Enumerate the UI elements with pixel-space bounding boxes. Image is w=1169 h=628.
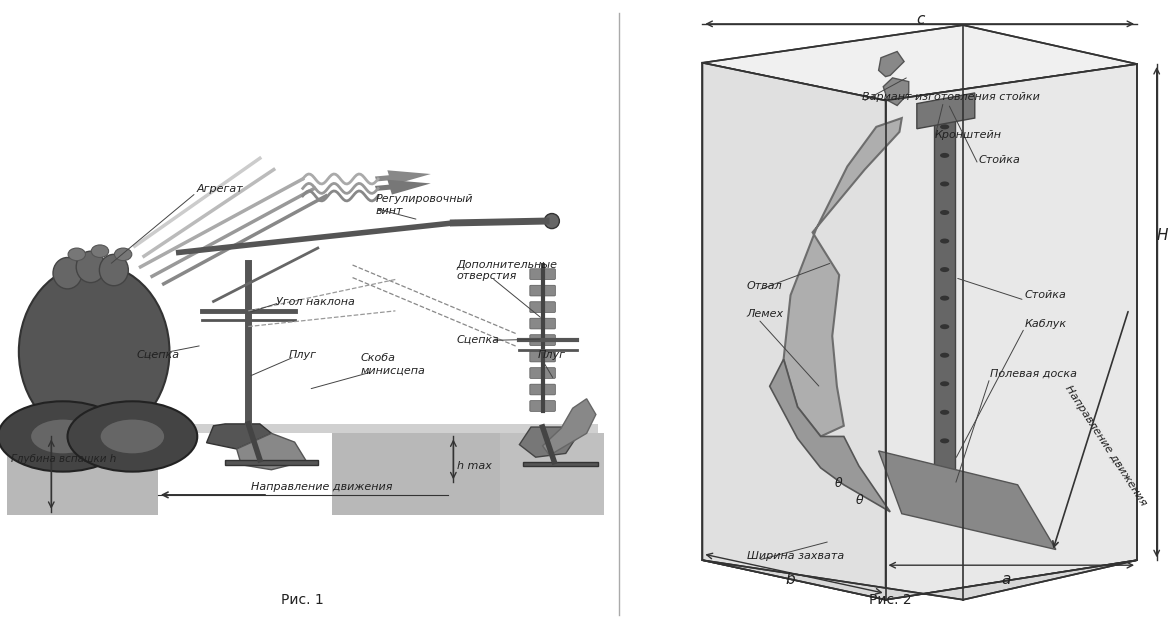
Polygon shape [934, 472, 1018, 533]
Ellipse shape [19, 264, 170, 440]
Polygon shape [884, 78, 908, 106]
Text: a: a [1002, 572, 1011, 587]
Circle shape [940, 353, 949, 358]
Polygon shape [519, 427, 577, 457]
Polygon shape [226, 460, 318, 465]
Polygon shape [703, 25, 1137, 100]
Text: Стойка: Стойка [1024, 290, 1066, 300]
FancyBboxPatch shape [530, 384, 555, 395]
Polygon shape [934, 104, 955, 472]
Ellipse shape [545, 214, 560, 229]
Text: Плуг: Плуг [538, 350, 566, 360]
Text: h max: h max [457, 461, 492, 471]
Circle shape [940, 438, 949, 443]
Circle shape [940, 267, 949, 272]
FancyArrow shape [375, 170, 430, 185]
Text: Рис. 2: Рис. 2 [869, 593, 912, 607]
Circle shape [940, 210, 949, 215]
Text: Ширина захвата: Ширина захвата [747, 551, 844, 561]
FancyArrow shape [375, 180, 430, 195]
Text: Кронштейн: Кронштейн [934, 130, 1001, 140]
Circle shape [940, 410, 949, 415]
Polygon shape [542, 399, 596, 455]
Polygon shape [7, 424, 599, 433]
Polygon shape [523, 462, 599, 466]
Text: Полевая доска: Полевая доска [990, 369, 1077, 379]
Text: Агрегат: Агрегат [196, 183, 243, 193]
Circle shape [30, 419, 96, 454]
Polygon shape [769, 359, 890, 512]
Text: c: c [916, 12, 925, 27]
Text: Сцепка: Сцепка [457, 334, 500, 344]
Circle shape [99, 419, 165, 454]
Polygon shape [7, 433, 599, 515]
Text: Направление движения: Направление движения [1063, 384, 1148, 508]
Polygon shape [886, 64, 1137, 600]
FancyBboxPatch shape [530, 285, 555, 296]
Circle shape [0, 401, 127, 472]
Circle shape [940, 124, 949, 129]
Polygon shape [499, 433, 604, 515]
Text: Лемех: Лемех [747, 309, 783, 319]
Text: Отвал: Отвал [747, 281, 782, 291]
Ellipse shape [68, 248, 85, 261]
Ellipse shape [115, 248, 132, 261]
Circle shape [940, 296, 949, 301]
Polygon shape [879, 451, 1056, 550]
Ellipse shape [53, 257, 82, 289]
Text: Плуг: Плуг [289, 350, 317, 360]
Text: Глубина вспашки h: Глубина вспашки h [11, 453, 116, 463]
Text: Вариант изготовления стойки: Вариант изготовления стойки [863, 92, 1040, 102]
Circle shape [940, 381, 949, 386]
FancyBboxPatch shape [530, 368, 555, 378]
Polygon shape [879, 51, 904, 77]
Text: Скоба
минисцепа: Скоба минисцепа [361, 354, 426, 375]
FancyBboxPatch shape [530, 351, 555, 362]
Text: Сцепка: Сцепка [137, 350, 180, 360]
Polygon shape [703, 560, 1137, 600]
Polygon shape [207, 424, 271, 449]
Polygon shape [158, 433, 332, 515]
Text: θ: θ [835, 477, 842, 490]
Ellipse shape [99, 254, 129, 286]
Circle shape [940, 239, 949, 244]
Text: H: H [1157, 228, 1168, 243]
Ellipse shape [91, 245, 109, 257]
Polygon shape [236, 433, 306, 470]
FancyBboxPatch shape [530, 302, 555, 312]
Polygon shape [916, 93, 975, 129]
FancyBboxPatch shape [530, 269, 555, 279]
FancyBboxPatch shape [530, 401, 555, 411]
Text: b: b [786, 572, 796, 587]
Circle shape [940, 153, 949, 158]
Text: Угол наклона: Угол наклона [276, 296, 355, 306]
Circle shape [940, 181, 949, 187]
Text: Каблук: Каблук [1024, 318, 1067, 328]
Polygon shape [703, 63, 886, 600]
Text: θ: θ [856, 494, 863, 507]
Text: Дополнительные
отверстия: Дополнительные отверстия [457, 260, 558, 281]
Polygon shape [783, 118, 901, 436]
Text: Регулировочный
винт: Регулировочный винт [375, 194, 473, 215]
Text: Рис. 1: Рис. 1 [282, 593, 324, 607]
Text: Направление движения: Направление движения [250, 482, 392, 492]
Circle shape [68, 401, 198, 472]
Ellipse shape [76, 251, 105, 283]
Circle shape [940, 324, 949, 329]
FancyBboxPatch shape [530, 335, 555, 345]
Text: Стойка: Стойка [978, 155, 1021, 165]
FancyBboxPatch shape [530, 318, 555, 329]
